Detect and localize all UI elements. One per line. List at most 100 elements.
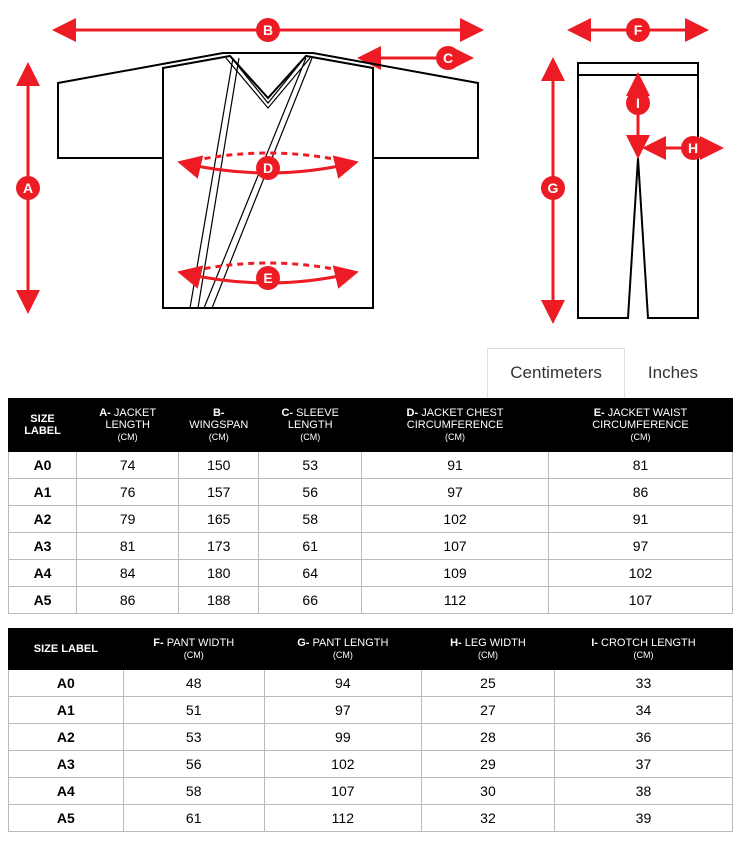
badge-b: B	[263, 22, 273, 38]
value-cell: 56	[123, 751, 264, 778]
size-label-cell: A1	[9, 697, 124, 724]
value-cell: 28	[421, 724, 554, 751]
value-cell: 173	[179, 533, 259, 560]
value-cell: 97	[362, 479, 549, 506]
value-cell: 33	[554, 670, 732, 697]
jacket-col-3: C- SLEEVE LENGTH(CM)	[259, 399, 362, 452]
size-label-cell: A0	[9, 670, 124, 697]
value-cell: 32	[421, 805, 554, 832]
value-cell: 99	[264, 724, 421, 751]
value-cell: 109	[362, 560, 549, 587]
value-cell: 150	[179, 452, 259, 479]
value-cell: 86	[77, 587, 179, 614]
value-cell: 94	[264, 670, 421, 697]
jacket-diagram: B C A	[8, 8, 533, 328]
tab-centimeters[interactable]: Centimeters	[487, 348, 625, 398]
table-row: A5611123239	[9, 805, 733, 832]
value-cell: 53	[123, 724, 264, 751]
size-label-cell: A0	[9, 452, 77, 479]
value-cell: 86	[548, 479, 732, 506]
value-cell: 157	[179, 479, 259, 506]
pants-col-3: H- LEG WIDTH(CM)	[421, 629, 554, 670]
value-cell: 29	[421, 751, 554, 778]
size-label-cell: A4	[9, 560, 77, 587]
table-row: A3811736110797	[9, 533, 733, 560]
value-cell: 58	[123, 778, 264, 805]
value-cell: 180	[179, 560, 259, 587]
value-cell: 61	[123, 805, 264, 832]
pants-size-table: SIZE LABELF- PANT WIDTH(CM)G- PANT LENGT…	[8, 628, 733, 832]
size-label-cell: A5	[9, 805, 124, 832]
table-row: A176157569786	[9, 479, 733, 506]
badge-a: A	[23, 180, 33, 196]
tab-inches[interactable]: Inches	[625, 348, 721, 398]
badge-i: I	[636, 95, 640, 111]
table-row: A253992836	[9, 724, 733, 751]
value-cell: 39	[554, 805, 732, 832]
value-cell: 165	[179, 506, 259, 533]
unit-tabs: Centimeters Inches	[8, 348, 733, 398]
value-cell: 74	[77, 452, 179, 479]
value-cell: 188	[179, 587, 259, 614]
value-cell: 56	[259, 479, 362, 506]
table-row: A48418064109102	[9, 560, 733, 587]
value-cell: 34	[554, 697, 732, 724]
size-label-cell: A3	[9, 533, 77, 560]
jacket-col-1: A- JACKET LENGTH(CM)	[77, 399, 179, 452]
jacket-size-table: SIZE LABELA- JACKET LENGTH(CM)B- WINGSPA…	[8, 398, 733, 614]
badge-c: C	[443, 50, 453, 66]
size-label-cell: A5	[9, 587, 77, 614]
size-label-cell: A3	[9, 751, 124, 778]
table-row: A3561022937	[9, 751, 733, 778]
table-row: A2791655810291	[9, 506, 733, 533]
table-row: A074150539181	[9, 452, 733, 479]
size-chart-page: B C A	[0, 0, 741, 854]
diagram-row: B C A	[8, 8, 733, 328]
value-cell: 97	[264, 697, 421, 724]
pants-col-4: I- CROTCH LENGTH(CM)	[554, 629, 732, 670]
size-label-cell: A2	[9, 724, 124, 751]
jacket-col-4: D- JACKET CHEST CIRCUMFERENCE(CM)	[362, 399, 549, 452]
badge-e: E	[263, 270, 272, 286]
badge-f: F	[634, 22, 643, 38]
value-cell: 102	[548, 560, 732, 587]
value-cell: 102	[362, 506, 549, 533]
value-cell: 61	[259, 533, 362, 560]
value-cell: 107	[362, 533, 549, 560]
pants-col-1: F- PANT WIDTH(CM)	[123, 629, 264, 670]
value-cell: 36	[554, 724, 732, 751]
value-cell: 91	[548, 506, 732, 533]
size-label-cell: A4	[9, 778, 124, 805]
value-cell: 53	[259, 452, 362, 479]
pants-col-0: SIZE LABEL	[9, 629, 124, 670]
value-cell: 27	[421, 697, 554, 724]
value-cell: 51	[123, 697, 264, 724]
value-cell: 48	[123, 670, 264, 697]
size-label-cell: A1	[9, 479, 77, 506]
pants-col-2: G- PANT LENGTH(CM)	[264, 629, 421, 670]
value-cell: 37	[554, 751, 732, 778]
pants-diagram: F G I H	[533, 8, 733, 328]
value-cell: 107	[548, 587, 732, 614]
jacket-col-5: E- JACKET WAIST CIRCUMFERENCE(CM)	[548, 399, 732, 452]
size-label-cell: A2	[9, 506, 77, 533]
table-row: A58618866112107	[9, 587, 733, 614]
value-cell: 58	[259, 506, 362, 533]
value-cell: 91	[362, 452, 549, 479]
badge-h: H	[688, 140, 698, 156]
value-cell: 76	[77, 479, 179, 506]
jacket-col-0: SIZE LABEL	[9, 399, 77, 452]
value-cell: 30	[421, 778, 554, 805]
value-cell: 112	[264, 805, 421, 832]
value-cell: 79	[77, 506, 179, 533]
value-cell: 81	[548, 452, 732, 479]
value-cell: 64	[259, 560, 362, 587]
jacket-col-2: B- WINGSPAN(CM)	[179, 399, 259, 452]
value-cell: 84	[77, 560, 179, 587]
value-cell: 38	[554, 778, 732, 805]
value-cell: 81	[77, 533, 179, 560]
value-cell: 107	[264, 778, 421, 805]
table-row: A151972734	[9, 697, 733, 724]
table-row: A4581073038	[9, 778, 733, 805]
value-cell: 102	[264, 751, 421, 778]
